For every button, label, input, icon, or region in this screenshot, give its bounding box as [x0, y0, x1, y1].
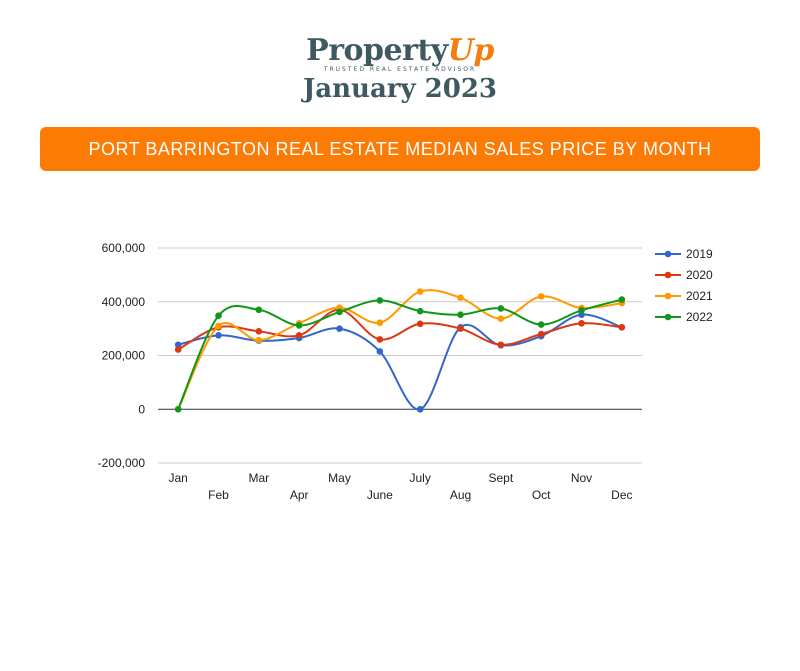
x-tick-label: Apr — [290, 488, 309, 502]
x-tick-label: July — [409, 471, 430, 485]
data-point-2020 — [618, 323, 626, 331]
series-line-2021 — [177, 289, 622, 410]
data-point-2019 — [174, 341, 182, 349]
data-point-2022 — [336, 308, 343, 316]
logo: PropertyUp TRUSTED REAL ESTATE ADVISOR J… — [0, 34, 800, 105]
x-tick-label: Oct — [532, 488, 551, 502]
legend-marker-2022 — [664, 313, 672, 321]
data-point-2021 — [215, 322, 222, 330]
data-point-2019 — [416, 405, 424, 413]
data-point-2022 — [376, 297, 384, 304]
logo-tagline: TRUSTED REAL ESTATE ADVISOR — [323, 66, 477, 73]
data-point-2021 — [255, 336, 263, 344]
x-tick-label: June — [367, 488, 393, 502]
x-tick-label: Nov — [571, 471, 592, 485]
data-point-2020 — [578, 319, 585, 327]
data-point-2020 — [295, 332, 303, 339]
report-date: January 2023 — [302, 74, 498, 104]
x-tick-label: Aug — [450, 488, 471, 502]
x-tick-label: Sept — [488, 471, 513, 485]
y-tick-label: -200,000 — [98, 456, 146, 470]
data-point-2021 — [416, 288, 424, 295]
data-point-2020 — [255, 328, 263, 335]
legend-label: 2022 — [686, 310, 713, 324]
data-point-2019 — [336, 325, 343, 332]
data-point-2020 — [457, 325, 464, 332]
logo-wordmark: PropertyUp — [0, 34, 800, 68]
y-tick-label: 200,000 — [102, 349, 146, 363]
logo-brand-accent: Up — [447, 33, 495, 68]
legend-marker-2020 — [664, 271, 672, 279]
data-point-2022 — [578, 307, 585, 314]
data-point-2021 — [457, 294, 464, 302]
data-point-2021 — [376, 319, 384, 327]
x-tick-label: Dec — [611, 488, 632, 502]
legend-label: 2020 — [686, 268, 713, 282]
y-tick-label: 0 — [138, 402, 145, 416]
data-point-2020 — [174, 346, 182, 353]
data-point-2022 — [497, 305, 505, 312]
x-tick-label: Feb — [208, 488, 229, 502]
series-line-2022 — [177, 298, 623, 410]
data-point-2020 — [537, 330, 545, 338]
data-point-2022 — [255, 306, 263, 314]
data-point-2020 — [376, 336, 384, 343]
data-point-2019 — [376, 348, 384, 355]
data-point-2022 — [537, 321, 545, 328]
x-tick-label: May — [328, 471, 351, 485]
data-point-2022 — [174, 405, 182, 413]
data-point-2020 — [497, 341, 505, 349]
data-point-2020 — [416, 320, 424, 328]
legend-marker-2019 — [664, 250, 672, 258]
x-tick-label: Jan — [168, 471, 187, 485]
legend-label: 2019 — [686, 247, 713, 261]
logo-brand-prefix: Property — [306, 33, 448, 68]
legend-label: 2021 — [686, 289, 713, 303]
y-tick-label: 600,000 — [102, 241, 146, 255]
data-point-2022 — [457, 311, 464, 318]
data-point-2022 — [295, 322, 303, 329]
x-tick-label: Mar — [248, 471, 269, 485]
data-point-2019 — [215, 332, 222, 339]
legend-marker-2021 — [664, 292, 672, 300]
data-point-2021 — [497, 315, 505, 322]
series-line-2020 — [177, 308, 622, 351]
chart-title-banner: PORT BARRINGTON REAL ESTATE MEDIAN SALES… — [40, 127, 760, 171]
data-point-2022 — [416, 307, 424, 315]
y-tick-label: 400,000 — [102, 295, 146, 309]
data-point-2022 — [215, 312, 222, 320]
data-point-2022 — [618, 296, 626, 303]
data-point-2021 — [537, 293, 545, 300]
